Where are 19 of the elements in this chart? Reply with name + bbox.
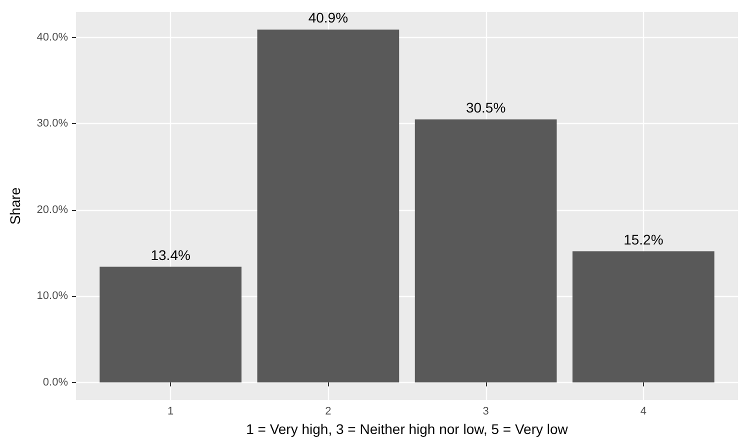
bar bbox=[257, 30, 400, 382]
y-axis-title: Share bbox=[7, 187, 23, 225]
y-tick-label: 30.0% bbox=[36, 118, 68, 130]
x-tick-label: 3 bbox=[482, 406, 489, 418]
y-tick-label: 10.0% bbox=[36, 290, 68, 302]
y-tick-label: 0.0% bbox=[42, 376, 68, 388]
x-tick-label: 2 bbox=[325, 406, 332, 418]
y-tick-label: 40.0% bbox=[36, 31, 68, 44]
bar bbox=[414, 119, 557, 382]
x-tick-label: 4 bbox=[640, 406, 646, 418]
y-tick-label: 20.0% bbox=[36, 204, 68, 216]
bar bbox=[572, 251, 714, 382]
data-label: 15.2% bbox=[624, 231, 664, 248]
data-label: 13.4% bbox=[150, 246, 190, 263]
data-label: 40.9% bbox=[308, 10, 348, 26]
data-label: 30.5% bbox=[466, 99, 506, 116]
x-tick-label: 1 bbox=[168, 406, 174, 418]
bar bbox=[100, 266, 242, 382]
x-axis-title: 1 = Very high, 3 = Neither high nor low, 5 = Very low bbox=[246, 421, 569, 437]
